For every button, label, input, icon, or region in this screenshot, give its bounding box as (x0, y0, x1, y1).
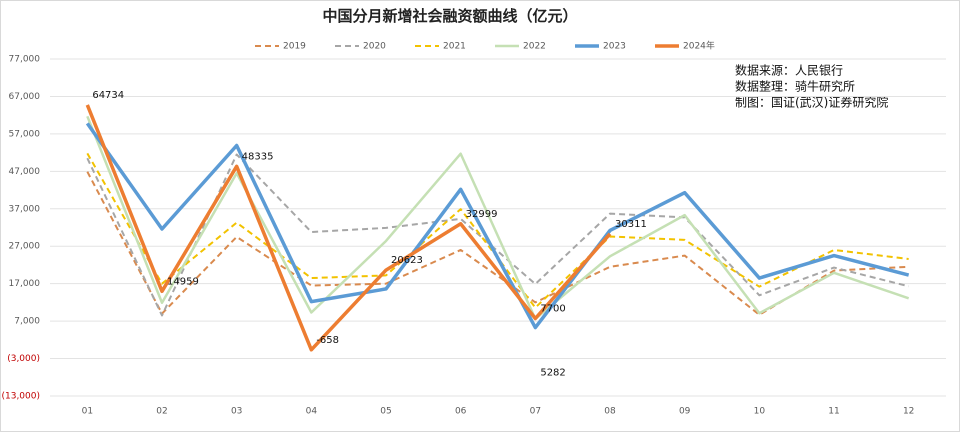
y-tick-label: 17,000 (9, 279, 41, 289)
y-tick-label: 47,000 (9, 167, 41, 177)
series-line (86, 115, 910, 321)
data-label: 30311 (615, 219, 647, 230)
data-label: 32999 (466, 209, 498, 220)
series-line (85, 122, 910, 330)
x-tick-label: 11 (828, 407, 839, 417)
y-tick-label: 27,000 (9, 242, 41, 252)
legend-label: 2020 (363, 42, 386, 52)
annotation: 数据整理：骑牛研究所 (735, 79, 855, 94)
x-tick-label: 02 (156, 407, 167, 417)
x-tick-label: 09 (679, 407, 691, 417)
x-tick-label: 03 (231, 407, 242, 417)
legend-label: 2021 (443, 42, 466, 52)
data-label: 64734 (92, 90, 124, 101)
annotation: 数据来源：人民银行 (735, 63, 843, 78)
y-tick-label: 77,000 (9, 55, 41, 65)
legend-label: 2019 (283, 42, 306, 52)
legend-label: 2022 (523, 42, 546, 52)
x-tick-label: 12 (903, 407, 914, 417)
legend-label: 2023 (603, 42, 626, 52)
data-label: 7700 (540, 303, 565, 314)
x-tick-label: 08 (604, 407, 616, 417)
series-line (85, 104, 612, 352)
x-tick-label: 01 (82, 407, 93, 417)
data-label: 14959 (167, 276, 199, 287)
data-label: 5282 (540, 368, 565, 379)
y-tick-label: 7,000 (14, 317, 40, 327)
y-tick-label: (13,000) (1, 392, 40, 402)
legend-label: 2024年 (683, 40, 715, 52)
y-tick-label: 67,000 (9, 92, 41, 102)
x-tick-label: 10 (754, 407, 766, 417)
y-tick-label: 57,000 (9, 129, 41, 139)
x-tick-label: 05 (380, 407, 391, 417)
x-tick-label: 07 (530, 407, 541, 417)
x-tick-label: 04 (306, 407, 318, 417)
x-tick-label: 06 (455, 407, 467, 417)
data-label: -658 (316, 335, 339, 346)
data-label: 48335 (242, 151, 274, 162)
annotation: 制图：国证(武汉)证券研究院 (735, 95, 888, 110)
data-label: 20623 (391, 255, 423, 266)
chart-title: 中国分月新增社会融资额曲线（亿元） (322, 7, 577, 25)
series-line (86, 153, 909, 317)
y-tick-label: (3,000) (7, 354, 40, 364)
y-tick-label: 37,000 (9, 204, 41, 214)
